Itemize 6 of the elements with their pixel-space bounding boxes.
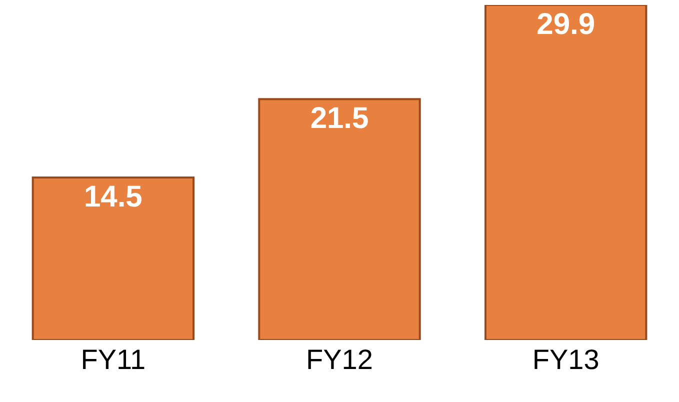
data-label: 21.5 xyxy=(310,102,369,136)
data-label: 29.9 xyxy=(536,8,596,41)
x-tick-label: FY11 xyxy=(80,344,146,375)
data-label: 14.5 xyxy=(84,180,142,214)
x-tick-label: FY12 xyxy=(306,344,373,375)
x-tick-label: FY13 xyxy=(532,344,600,375)
